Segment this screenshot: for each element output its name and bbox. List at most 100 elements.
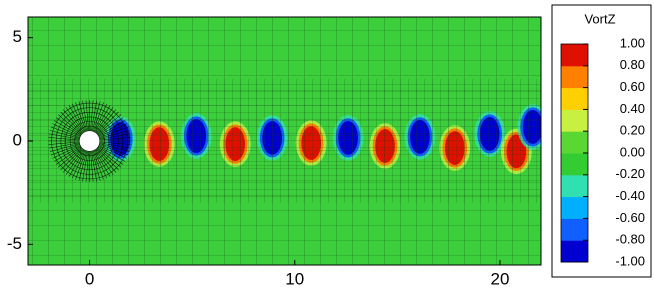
mesh-radial [85,151,89,182]
mesh-radial [91,101,101,132]
colorbar-tick-label: 0.40 [620,101,645,116]
mesh-radial [49,142,80,149]
mesh-radial [96,111,119,134]
colorbar-band [561,174,588,198]
x-tick-label: 20 [490,269,509,288]
colorbar-tick-label: -0.20 [615,166,645,181]
mesh-radial [99,126,129,138]
mesh-radial [50,126,81,138]
mesh-radial [68,149,85,177]
colorbar-band [561,65,588,89]
mesh-radial [78,150,88,181]
colorbar-band [561,240,588,263]
mesh-radial [95,149,114,175]
mesh-radial [97,117,124,136]
mesh-ring [65,116,114,166]
mesh-radial [98,123,127,137]
y-tick-label: -5 [7,234,22,253]
colorbar-tick-label: -0.40 [615,188,645,203]
colorbar-band [561,153,588,176]
mesh-radial [97,147,122,168]
mesh-radial [49,143,80,152]
mesh-ring [69,121,110,161]
colorbar-band [561,196,588,219]
mesh-radial [98,120,126,137]
mesh-radial [94,105,111,133]
y-tick-label: 0 [13,130,22,149]
mesh-ring [51,102,128,180]
mesh-radial [99,130,130,139]
mesh-radial [99,142,131,149]
colorbar-tick-label: 0.00 [620,144,645,159]
colorbar-band [561,218,588,241]
mesh-radial [53,120,81,137]
mesh-radial [97,146,124,165]
mesh-radial [78,101,88,132]
mesh-radial [57,147,82,168]
mesh-radial [99,143,130,152]
colorbar-band [561,109,588,132]
mesh-radial [94,149,111,177]
mesh-radial [99,133,131,140]
mesh-radial [55,146,82,165]
mesh-radial [65,149,84,175]
mesh-radial [55,117,82,136]
mesh-radial [50,144,81,156]
mesh-radial [92,150,104,180]
mesh-radial [99,144,129,156]
mesh-radial [95,109,117,134]
mesh-radial [71,103,86,132]
mesh-radial [91,100,97,131]
colorbar-tick-label: 0.80 [620,57,645,72]
mesh-radial [48,141,80,145]
mesh-radial [75,102,87,132]
y-tick-label: 5 [13,27,22,46]
cylinder [79,130,101,152]
mesh-radial [99,141,131,145]
mesh-radial [97,114,122,135]
colorbar-tick-label: -0.80 [615,232,645,247]
mesh-radial [96,148,119,171]
mesh-ring [74,125,105,157]
mesh-ring [60,111,119,171]
mesh-radial [91,150,101,181]
mesh-radial [53,145,81,162]
plot-area [28,17,541,265]
mesh-radial [91,151,97,182]
mesh-radial [52,123,81,137]
mesh-radial [98,145,127,159]
colorbar-band [561,131,588,154]
colorbar-tick-label: 1.00 [620,35,645,50]
colorbar-tick-label: -1.00 [615,253,645,268]
mesh-radial [49,130,80,139]
mesh-radial [65,107,84,133]
colorbar-tick-label: 0.60 [620,79,645,94]
colorbar: 1.00 0.80 0.60 0.40 0.20 0.00 -0.20 -0.40 -0.60 -… [560,35,645,268]
mesh-radial [62,109,84,134]
colorbar-title: VortZ [584,11,615,26]
mesh-radial [48,137,80,141]
colorbar-band [561,44,588,67]
mesh-radial [82,100,89,131]
mesh-radial [62,148,84,173]
colorbar-tick-label: -0.60 [615,210,645,225]
colorbar-tick-label: 0.20 [620,123,645,138]
x-tick-label: 10 [285,269,304,288]
mesh-radial [98,145,126,162]
mesh-radial [93,150,108,179]
mesh-radial [75,150,87,180]
x-tick-label: 0 [85,269,94,288]
colorbar-band [561,87,588,110]
mesh-radial [68,105,85,133]
mesh-radial [85,100,89,131]
mesh-radial [90,151,94,182]
mesh-ring [55,107,124,175]
mesh-radial [95,148,117,173]
mesh-radial [60,111,83,134]
mesh-radial [95,107,114,133]
mesh-radial [52,145,81,159]
mesh-radial [49,133,80,140]
mesh-radial [90,100,94,131]
mesh-radial [82,151,89,182]
